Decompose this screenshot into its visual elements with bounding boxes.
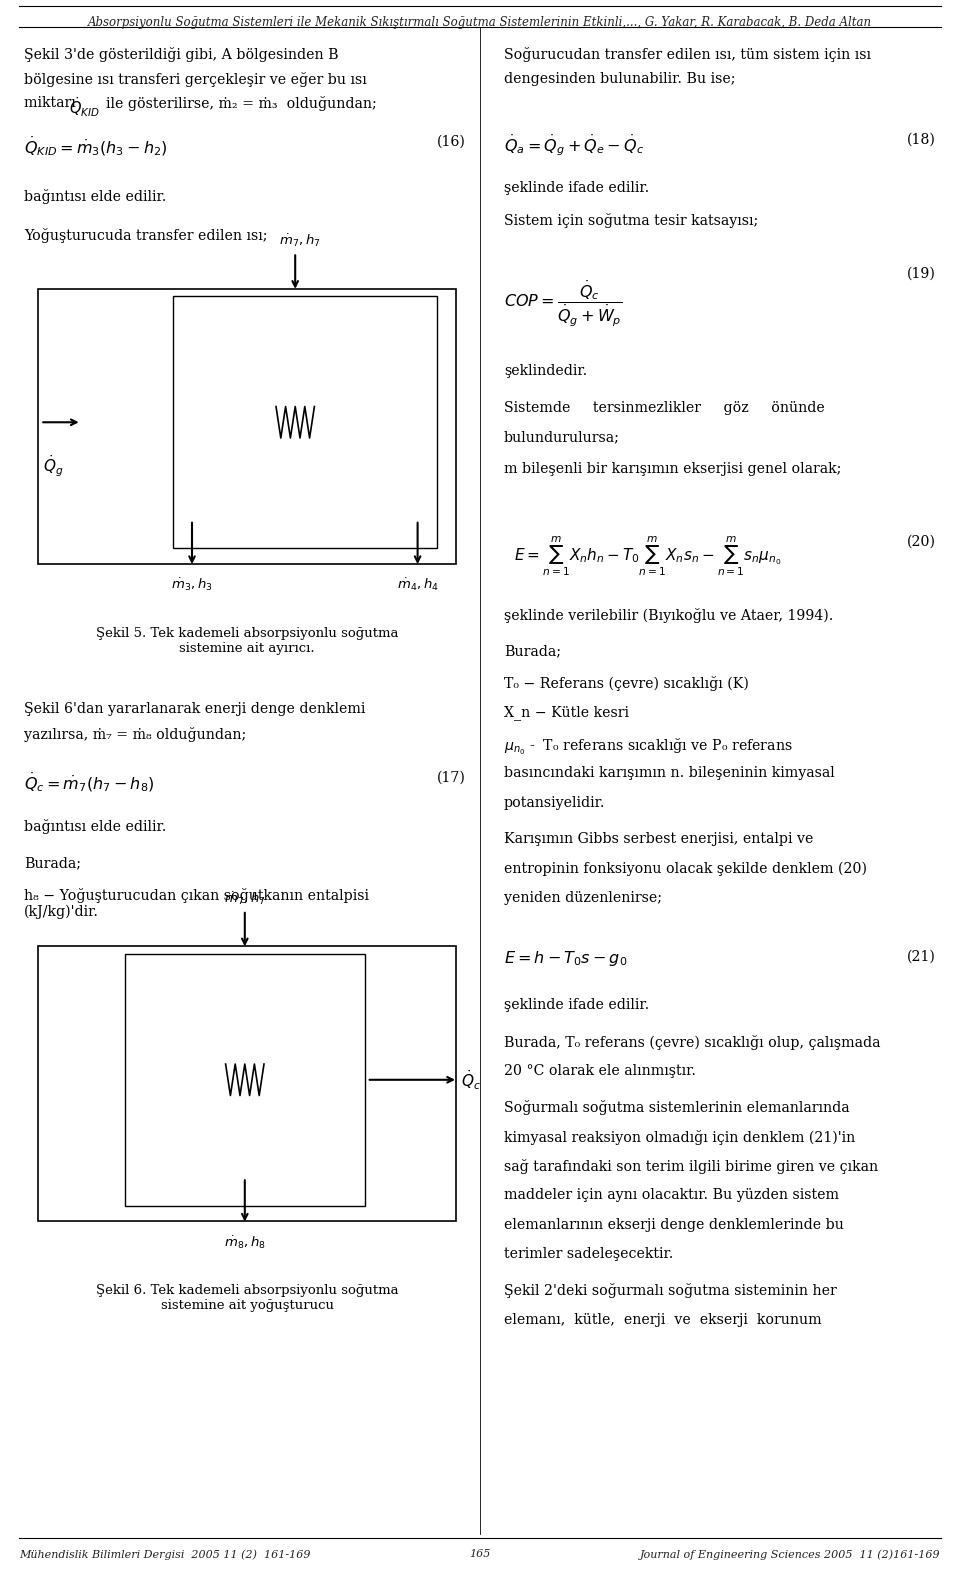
Text: (17): (17) <box>437 771 466 785</box>
Text: Absorpsiyonlu Soğutma Sistemleri ile Mekanik Sıkıştırmalı Soğutma Sistemlerinin : Absorpsiyonlu Soğutma Sistemleri ile Mek… <box>88 16 872 28</box>
Text: Şekil 3'de gösterildiği gibi, A bölgesinden B: Şekil 3'de gösterildiği gibi, A bölgesin… <box>24 47 339 63</box>
Text: potansiyelidir.: potansiyelidir. <box>504 796 606 810</box>
Text: $\dot{Q}_{KID} = \dot{m}_3\left(h_3 - h_2\right)$: $\dot{Q}_{KID} = \dot{m}_3\left(h_3 - h_… <box>24 135 168 159</box>
Text: h₈ − Yoğuşturucudan çıkan soğutkanın entalpisi
(kJ/kg)'dir.: h₈ − Yoğuşturucudan çıkan soğutkanın ent… <box>24 887 369 919</box>
Text: sağ tarafındaki son terim ilgili birime giren ve çıkan: sağ tarafındaki son terim ilgili birime … <box>504 1159 878 1173</box>
Text: $\dot{m}_4, h_4$: $\dot{m}_4, h_4$ <box>396 576 439 593</box>
Text: Mühendislik Bilimleri Dergisi  2005 11 (2)  161-169: Mühendislik Bilimleri Dergisi 2005 11 (2… <box>19 1549 311 1560</box>
Text: $E = \sum_{n=1}^{m} X_n h_n - T_0 \sum_{n=1}^{m} X_n s_n - \sum_{n=1}^{m} s_n \m: $E = \sum_{n=1}^{m} X_n h_n - T_0 \sum_{… <box>514 535 781 579</box>
Text: şeklindedir.: şeklindedir. <box>504 363 588 378</box>
Text: (21): (21) <box>907 950 936 963</box>
Text: $\dot{m}_8, h_8$: $\dot{m}_8, h_8$ <box>224 1233 266 1251</box>
Text: Yoğuşturucuda transfer edilen ısı;: Yoğuşturucuda transfer edilen ısı; <box>24 228 268 242</box>
Text: Şekil 6. Tek kademeli absorpsiyonlu soğutma
sistemine ait yoğuşturucu: Şekil 6. Tek kademeli absorpsiyonlu soğu… <box>96 1284 398 1312</box>
Text: m bileşenli bir karışımın ekserjisi genel olarak;: m bileşenli bir karışımın ekserjisi gene… <box>504 462 841 475</box>
Text: elemanlarının ekserji denge denklemlerinde bu: elemanlarının ekserji denge denklemlerin… <box>504 1218 844 1232</box>
Text: bulundurulursa;: bulundurulursa; <box>504 429 620 444</box>
Text: maddeler için aynı olacaktır. Bu yüzden sistem: maddeler için aynı olacaktır. Bu yüzden … <box>504 1188 839 1202</box>
Text: $\dot{Q}_c = \dot{m}_7\left(h_7 - h_8\right)$: $\dot{Q}_c = \dot{m}_7\left(h_7 - h_8\ri… <box>24 771 155 794</box>
Text: yazılırsa, ṁ₇ = ṁ₈ olduğundan;: yazılırsa, ṁ₇ = ṁ₈ olduğundan; <box>24 727 247 741</box>
Text: bağıntısı elde edilir.: bağıntısı elde edilir. <box>24 189 166 203</box>
Text: (18): (18) <box>907 132 936 146</box>
Text: $\dot{Q}_g$: $\dot{Q}_g$ <box>43 453 63 480</box>
Text: entropinin fonksiyonu olacak şekilde denklem (20): entropinin fonksiyonu olacak şekilde den… <box>504 862 867 876</box>
Text: Şekil 5. Tek kademeli absorpsiyonlu soğutma
sistemine ait ayırıcı.: Şekil 5. Tek kademeli absorpsiyonlu soğu… <box>96 626 398 654</box>
Text: $\dot{Q}_a = \dot{Q}_g + \dot{Q}_e - \dot{Q}_c$: $\dot{Q}_a = \dot{Q}_g + \dot{Q}_e - \do… <box>504 132 644 159</box>
Text: yeniden düzenlenirse;: yeniden düzenlenirse; <box>504 890 662 904</box>
Text: (16): (16) <box>437 135 466 149</box>
Text: bölgesine ısı transferi gerçekleşir ve eğer bu ısı: bölgesine ısı transferi gerçekleşir ve e… <box>24 71 367 87</box>
Text: $\mu_{n_0}$ -  T₀ referans sıcaklığı ve P₀ referans: $\mu_{n_0}$ - T₀ referans sıcaklığı ve P… <box>504 738 793 757</box>
Text: $E = h - T_0 s - g_0$: $E = h - T_0 s - g_0$ <box>504 950 627 969</box>
Text: 165: 165 <box>469 1549 491 1559</box>
Text: Sistem için soğutma tesir katsayısı;: Sistem için soğutma tesir katsayısı; <box>504 212 758 228</box>
Text: Şekil 2'deki soğurmalı soğutma sisteminin her: Şekil 2'deki soğurmalı soğutma sistemini… <box>504 1284 837 1298</box>
Text: ile gösterilirse, ṁ₂ = ṁ₃  olduğundan;: ile gösterilirse, ṁ₂ = ṁ₃ olduğundan; <box>106 96 376 112</box>
Text: (20): (20) <box>907 535 936 549</box>
Text: Soğurmalı soğutma sistemlerinin elemanlarında: Soğurmalı soğutma sistemlerinin elemanla… <box>504 1101 850 1115</box>
Text: Karışımın Gibbs serbest enerjisi, entalpi ve: Karışımın Gibbs serbest enerjisi, entalp… <box>504 832 813 846</box>
Text: X_n − Kütle kesri: X_n − Kütle kesri <box>504 706 629 720</box>
Text: Burada, T₀ referans (çevre) sıcaklığı olup, çalışmada: Burada, T₀ referans (çevre) sıcaklığı ol… <box>504 1035 880 1049</box>
Bar <box>125 953 365 1205</box>
Text: şeklinde ifade edilir.: şeklinde ifade edilir. <box>504 999 649 1011</box>
Text: Journal of Engineering Sciences 2005  11 (2)161-169: Journal of Engineering Sciences 2005 11 … <box>640 1549 941 1560</box>
Text: $COP = \dfrac{\dot{Q}_c}{\dot{Q}_g + \dot{W}_p}$: $COP = \dfrac{\dot{Q}_c}{\dot{Q}_g + \do… <box>504 278 622 329</box>
Text: $\dot{m}_7, h_7$: $\dot{m}_7, h_7$ <box>224 890 266 906</box>
Text: miktarı: miktarı <box>24 96 81 110</box>
Text: şeklinde ifade edilir.: şeklinde ifade edilir. <box>504 181 649 195</box>
Text: T₀ − Referans (çevre) sıcaklığı (K): T₀ − Referans (çevre) sıcaklığı (K) <box>504 676 749 691</box>
Text: 20 °C olarak ele alınmıştır.: 20 °C olarak ele alınmıştır. <box>504 1063 696 1078</box>
Text: Sistemde     tersinmezlikler     göz     önünde: Sistemde tersinmezlikler göz önünde <box>504 401 825 415</box>
Text: $\dot{Q}_{KID}$: $\dot{Q}_{KID}$ <box>69 96 100 120</box>
Text: $\dot{m}_3, h_3$: $\dot{m}_3, h_3$ <box>171 576 213 593</box>
Bar <box>173 296 437 547</box>
Text: terimler sadeleşecektir.: terimler sadeleşecektir. <box>504 1247 673 1262</box>
Text: basıncındaki karışımın n. bileşeninin kimyasal: basıncındaki karışımın n. bileşeninin ki… <box>504 766 835 780</box>
Bar <box>38 945 456 1221</box>
Text: Burada;: Burada; <box>504 645 561 659</box>
Text: (19): (19) <box>907 266 936 280</box>
Text: $\dot{Q}_c$: $\dot{Q}_c$ <box>461 1068 481 1092</box>
Text: kimyasal reaksiyon olmadığı için denklem (21)'in: kimyasal reaksiyon olmadığı için denklem… <box>504 1129 855 1145</box>
Text: Şekil 6'dan yararlanarak enerji denge denklemi: Şekil 6'dan yararlanarak enerji denge de… <box>24 702 366 716</box>
Text: $\dot{m}_7, h_7$: $\dot{m}_7, h_7$ <box>279 233 321 249</box>
Text: elemanı,  kütle,  enerji  ve  ekserji  korunum: elemanı, kütle, enerji ve ekserji korunu… <box>504 1312 822 1326</box>
Text: Burada;: Burada; <box>24 856 81 870</box>
Text: dengesinden bulunabilir. Bu ise;: dengesinden bulunabilir. Bu ise; <box>504 71 735 85</box>
Text: Soğurucudan transfer edilen ısı, tüm sistem için ısı: Soğurucudan transfer edilen ısı, tüm sis… <box>504 47 871 63</box>
Text: şeklinde verilebilir (Bıyıkoğlu ve Ataer, 1994).: şeklinde verilebilir (Bıyıkoğlu ve Ataer… <box>504 609 833 623</box>
Text: bağıntısı elde edilir.: bağıntısı elde edilir. <box>24 820 166 834</box>
Bar <box>38 288 456 563</box>
